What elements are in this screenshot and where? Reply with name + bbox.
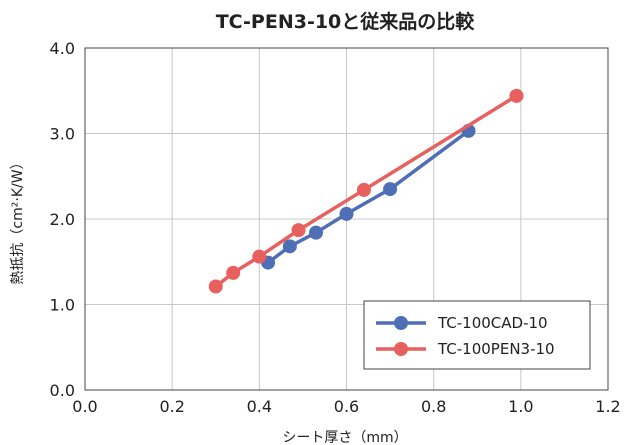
data-point (383, 182, 398, 197)
data-point (308, 225, 323, 240)
y-tick-label: 3.0 (50, 125, 75, 144)
legend-marker (394, 316, 408, 330)
data-point (339, 206, 354, 221)
legend-marker (394, 342, 408, 356)
y-tick-label: 1.0 (50, 296, 75, 315)
data-point (226, 265, 241, 280)
x-tick-label: 0.2 (159, 397, 184, 416)
x-tick-label: 0.6 (334, 397, 359, 416)
chart-title: TC-PEN3-10と従来品の比較 (216, 10, 476, 33)
axis-ticks: 0.0 0.2 0.4 0.6 0.8 1.0 1.2 0.0 1.0 2.0 3.0 4.0 (50, 39, 621, 416)
y-tick-label: 2.0 (50, 210, 75, 229)
data-point (282, 239, 297, 254)
x-tick-label: 0.4 (247, 397, 272, 416)
x-tick-label: 0.8 (421, 397, 446, 416)
legend-label: TC-100CAD-10 (437, 314, 548, 332)
y-axis-label: 熱抵抗（cm²·K/W） (10, 155, 26, 284)
series-layer (208, 88, 524, 294)
x-axis-label: シート厚さ（mm） (282, 430, 407, 445)
y-tick-label: 0.0 (50, 381, 75, 400)
series-1 (208, 88, 524, 294)
data-point (208, 279, 223, 294)
data-point (356, 182, 371, 197)
series-line (267, 129, 470, 265)
y-tick-label: 4.0 (50, 39, 75, 58)
plot-area (84, 47, 609, 391)
x-tick-label: 0.0 (72, 397, 97, 416)
x-tick-label: 1.2 (595, 397, 620, 416)
data-point (291, 223, 306, 238)
data-point (509, 88, 524, 103)
legend-box (363, 300, 591, 370)
data-point (252, 249, 267, 264)
series-0 (261, 123, 476, 270)
legend-label: TC-100PEN3-10 (437, 340, 555, 358)
x-tick-label: 1.0 (508, 397, 533, 416)
legend: TC-100CAD-10 TC-100PEN3-10 (363, 300, 591, 370)
